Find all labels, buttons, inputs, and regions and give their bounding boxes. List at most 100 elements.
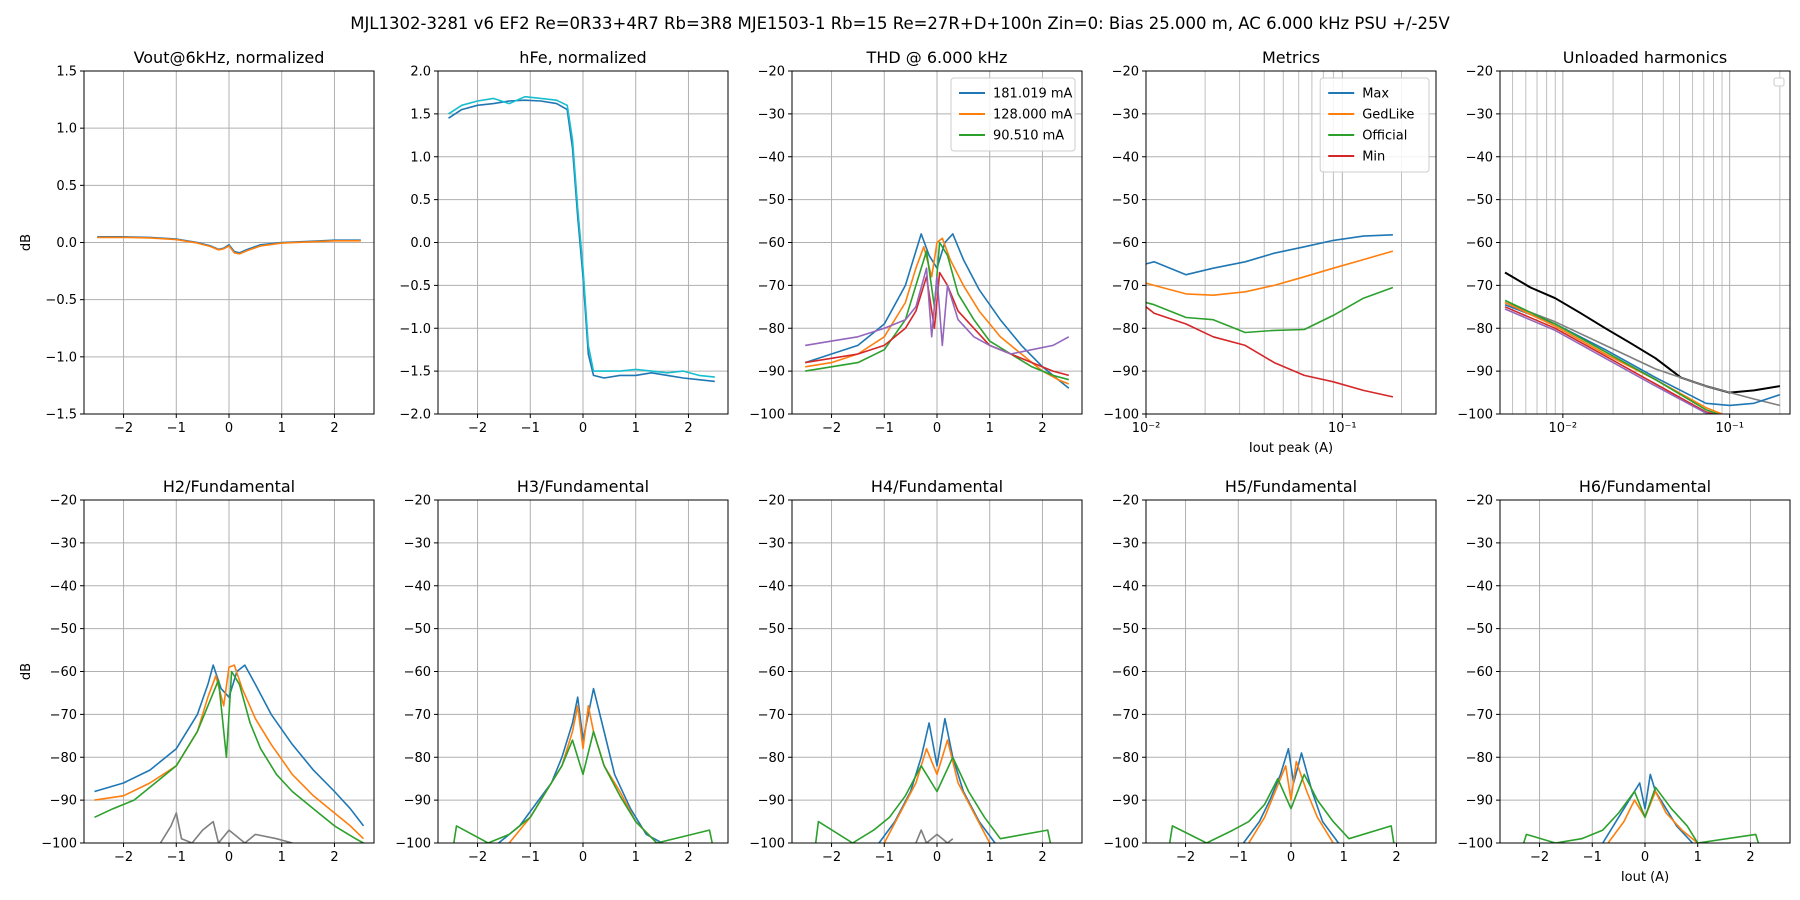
x-tick-label: 1 [986,421,994,436]
panel-hfe: −2 −1 0 1 2 2.0 1.5 1.0 0.5 0.0 −0.5 −1.0 −1.5 −2.0 hF… [399,48,729,436]
y-tick-label: −1.5 [399,365,431,380]
x-tick-label: 1 [1340,850,1348,865]
y-tick-label: −30 [758,536,785,551]
legend: 181.019 mA 128.000 mA 90.510 mA [950,77,1076,152]
y-axis-label: dB [19,234,34,251]
y-tick-label: −20 [1466,494,1493,509]
x-tick-label: 2 [1038,850,1046,865]
x-tick-label: −2 [114,850,133,865]
y-tick-label: −90 [1466,794,1493,809]
legend-label: 181.019 mA [993,87,1073,102]
x-tick-label: −1 [167,421,186,436]
y-tick-label: −90 [50,794,77,809]
y-tick-label: −100 [1457,837,1493,852]
x-tick-label: 2 [684,850,692,865]
y-tick-label: −70 [50,708,77,723]
y-tick-label: −90 [1112,365,1139,380]
chart-title: H2/Fundamental [163,477,295,496]
plot-area [814,717,1052,843]
x-tick-label: 1 [632,850,640,865]
x-tick-label: 10⁻² [1549,421,1578,436]
legend: Max GedLike Official Min [1319,77,1430,173]
y-tick-label: −20 [1112,65,1139,80]
chart-title: H3/Fundamental [517,477,649,496]
y-tick-label: −50 [758,193,785,208]
y-tick-label: −100 [395,837,431,852]
x-tick-label: −2 [822,850,841,865]
panel-h2: −2 −1 0 1 2 −20 −30 −40 −50 −60 −70 −80 −90 −100 H2/Fu… [19,477,375,865]
x-tick-label: 1 [1694,850,1702,865]
y-tick-label: 0.5 [56,179,77,194]
series-line-blue [1242,747,1340,843]
y-tick-label: −70 [404,708,431,723]
series-line-blue [1602,773,1694,843]
plot-area [97,236,361,255]
y-tick-label: −60 [758,236,785,251]
y-tick-label: −80 [1112,751,1139,766]
x-tick-label: 2 [1746,850,1754,865]
y-tick-label: −50 [758,622,785,637]
y-tick-label: 0.5 [410,193,431,208]
x-tick-label: 1 [986,850,994,865]
y-tick-label: −90 [758,365,785,380]
x-tick-label: 0 [579,850,587,865]
y-tick-label: −0.5 [45,293,77,308]
x-tick-label: 1 [632,421,640,436]
y-tick-label: −50 [1112,622,1139,637]
panel-vout: −2 −1 0 1 2 1.5 1.0 0.5 0.0 −0.5 −1.0 −1.5 Vout@6kHz… [19,48,375,436]
y-tick-label: −50 [1466,193,1493,208]
series-line-red [805,271,1070,377]
y-tick-label: −100 [1457,408,1493,423]
series-line-purple [805,267,1070,355]
y-tick-label: −50 [404,622,431,637]
y-tick-label: −90 [1466,365,1493,380]
series-line-green [94,670,364,843]
series-line-blue [448,99,715,383]
y-tick-label: −20 [50,494,77,509]
plot-area [448,95,715,383]
x-tick-label: 0 [933,421,941,436]
y-tick-label: −90 [1112,794,1139,809]
series-line-blue [804,233,1070,389]
x-axis-label: Iout peak (A) [1249,441,1333,456]
legend-box [1319,77,1430,173]
series-line-green [1504,299,1719,414]
series-line-gray [915,829,954,843]
series-line-orange [97,236,361,255]
legend-label: 128.000 mA [993,108,1073,123]
legend-box [950,77,1076,152]
y-tick-label: −20 [1112,494,1139,509]
y-tick-label: −1.0 [399,322,431,337]
series-line-green [805,241,1070,381]
y-tick-label: −2.0 [399,408,431,423]
y-tick-label: −80 [1466,751,1493,766]
x-tick-label: 2 [330,421,338,436]
legend-label: GedLike [1362,108,1414,123]
x-tick-label: 1 [278,850,286,865]
y-tick-label: −0.5 [399,279,431,294]
x-tick-label: −1 [875,850,894,865]
x-tick-label: 10⁻¹ [1715,421,1744,436]
plot-area [1146,234,1394,398]
panel-h5: −2 −1 0 1 2 −20 −30 −40 −50 −60 −70 −80 −90 −100 H5/Fu… [1103,477,1437,865]
y-tick-label: −40 [758,150,785,165]
x-tick-label: −2 [822,421,841,436]
series-line-cyan [448,95,715,378]
y-tick-label: −40 [758,579,785,594]
plot-area [1168,747,1395,843]
y-tick-label: −30 [758,107,785,122]
chart-title: Metrics [1262,48,1320,67]
y-tick-label: −20 [1466,65,1493,80]
legend-label: 90.510 mA [993,129,1064,144]
series-line-purple [1504,308,1710,414]
series-line-blue [94,664,365,827]
y-tick-label: −50 [1112,193,1139,208]
y-tick-label: 1.0 [56,122,77,137]
legend-box [1773,77,1785,87]
y-tick-label: −80 [404,751,431,766]
plot-area [453,687,713,843]
series-line-blue [1146,234,1393,276]
legend-label: Official [1362,129,1407,144]
x-tick-label: 0 [933,850,941,865]
plot-area [94,664,365,843]
